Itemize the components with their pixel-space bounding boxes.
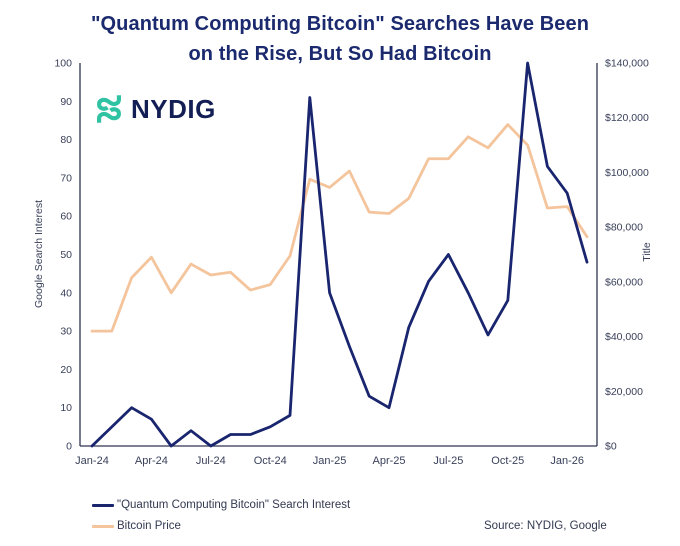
left-tick-label: 20: [60, 364, 72, 376]
bitcoin-price-line: [90, 123, 589, 333]
nydig-logo-text: NYDIG: [131, 94, 216, 124]
left-tick-label: 0: [66, 441, 72, 453]
chart-legend: "Quantum Computing Bitcoin" Search Inter…: [92, 499, 350, 532]
left-tick-label: 10: [60, 402, 72, 414]
left-tick-label: 90: [60, 96, 72, 108]
x-tick-label: Jan-26: [550, 455, 584, 467]
chart-title: "Quantum Computing Bitcoin" Searches Hav…: [0, 9, 680, 69]
nydig-logo: NYDIG: [92, 92, 216, 126]
legend-swatch-search-interest: [92, 503, 114, 507]
x-tick-label: Jan-24: [75, 455, 109, 467]
right-tick-label: $140,000: [605, 58, 649, 70]
legend-swatch-bitcoin-price: [92, 524, 114, 528]
search-interest-line: [90, 61, 589, 448]
x-tick-label: Jul-25: [433, 455, 463, 467]
right-tick-label: $80,000: [605, 222, 643, 234]
x-tick-label: Jul-24: [196, 455, 226, 467]
x-tick-label: Oct-25: [491, 455, 524, 467]
legend-label-search-interest: "Quantum Computing Bitcoin" Search Inter…: [117, 499, 351, 511]
right-tick-label: $60,000: [605, 276, 643, 288]
chart-title-line-1: "Quantum Computing Bitcoin" Searches Hav…: [90, 13, 590, 35]
x-tick-label: Apr-25: [372, 455, 405, 467]
left-tick-label: 80: [60, 134, 72, 146]
left-tick-label: 40: [60, 287, 72, 299]
right-tick-label: $20,000: [605, 386, 643, 398]
source-note: Source: NYDIG, Google: [484, 520, 607, 532]
x-tick-label: Jan-25: [313, 455, 347, 467]
chart-title-line-2: on the Rise, But So Had Bitcoin: [188, 43, 492, 65]
left-tick-label: 100: [54, 58, 72, 70]
legend-item-bitcoin-price: Bitcoin Price: [92, 520, 350, 532]
left-tick-label: 70: [60, 172, 72, 184]
left-axis-title: Google Search Interest: [33, 200, 45, 308]
right-axis-title: Title: [641, 242, 653, 262]
x-tick-label: Apr-24: [135, 455, 168, 467]
right-tick-label: $100,000: [605, 167, 649, 179]
legend-item-search-interest: "Quantum Computing Bitcoin" Search Inter…: [92, 499, 350, 511]
nydig-knot-icon: [97, 95, 121, 123]
right-tick-label: $40,000: [605, 331, 643, 343]
left-tick-label: 30: [60, 326, 72, 338]
right-tick-label: $120,000: [605, 112, 649, 124]
left-tick-label: 50: [60, 249, 72, 261]
left-tick-label: 60: [60, 211, 72, 223]
x-tick-label: Oct-24: [254, 455, 287, 467]
legend-label-bitcoin-price: Bitcoin Price: [117, 520, 181, 532]
right-tick-label: $0: [605, 441, 617, 453]
